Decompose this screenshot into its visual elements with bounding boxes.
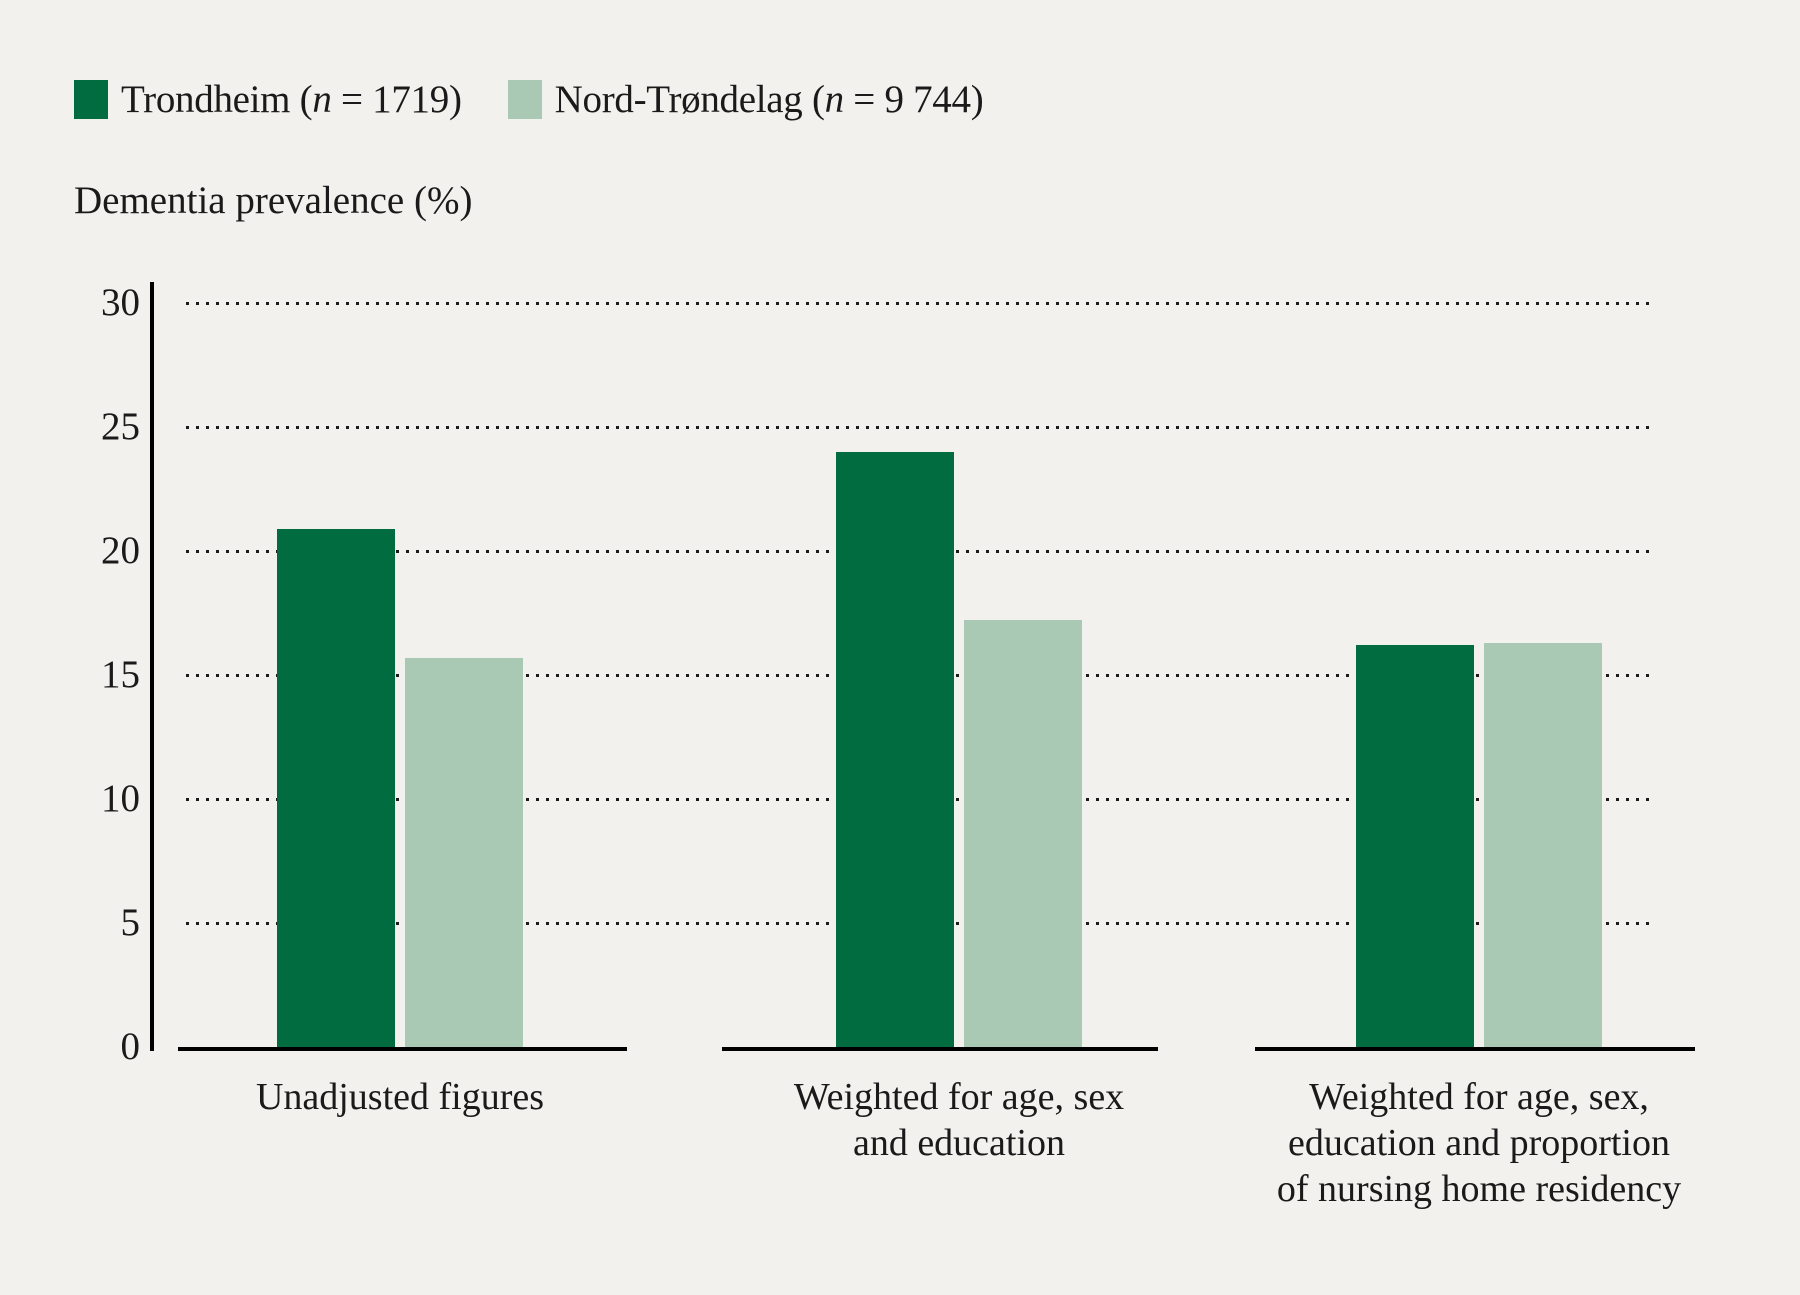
- legend-label-part: = 9 744): [843, 78, 984, 121]
- legend-swatch-nord-trondelag: [507, 80, 542, 119]
- legend-item-nord-trondelag: Nord-Trøndelag (n = 9 744): [507, 80, 984, 119]
- bar-nord-trondelag-group2: [964, 620, 1082, 1047]
- x-axis-category-line: of nursing home residency: [1276, 1168, 1682, 1210]
- legend-swatch-trondheim: [74, 80, 108, 119]
- x-axis-category-label: Weighted for age, sex and education: [659, 1074, 1259, 1166]
- x-axis-category-line: Unadjusted figures: [255, 1076, 545, 1118]
- bar-trondheim-group1: [277, 528, 395, 1047]
- x-axis-segment: [178, 1047, 627, 1051]
- y-axis-line: [150, 282, 154, 1051]
- legend: Trondheim (n = 1719) Nord-Trøndelag (n =…: [74, 80, 984, 119]
- x-axis-segment: [1255, 1047, 1695, 1051]
- gridline: [186, 302, 1650, 305]
- x-axis-category-label: Unadjusted figures: [100, 1074, 700, 1120]
- y-axis-title: Dementia prevalence (%): [74, 179, 473, 222]
- x-axis-category-line: Weighted for age, sex: [793, 1076, 1125, 1118]
- y-axis-tick-label: 25: [101, 405, 140, 448]
- bar-trondheim-group3: [1356, 645, 1474, 1047]
- y-axis-tick-label: 10: [101, 777, 140, 820]
- y-axis-tick-label: 30: [101, 281, 140, 324]
- y-axis-tick-label: 15: [101, 653, 140, 696]
- x-axis-category-line: education and proportion: [1287, 1122, 1670, 1164]
- x-axis-category-line: Weighted for age, sex,: [1309, 1076, 1649, 1118]
- y-axis-tick-label: 0: [120, 1025, 141, 1068]
- y-axis-tick-label: 20: [101, 529, 140, 572]
- legend-label-nord-trondelag: Nord-Trøndelag (n = 9 744): [555, 80, 984, 119]
- legend-label-n-symbol: n: [312, 78, 332, 121]
- legend-label-trondheim: Trondheim (n = 1719): [121, 80, 462, 119]
- bar-nord-trondelag-group1: [405, 657, 523, 1047]
- y-axis-tick-label: 5: [120, 901, 141, 944]
- bar-trondheim-group2: [836, 451, 954, 1047]
- x-axis-segment: [722, 1047, 1158, 1051]
- gridline: [186, 426, 1650, 429]
- legend-label-part: = 1719): [331, 78, 462, 121]
- x-axis-category-label: Weighted for age, sex, education and prop…: [1179, 1074, 1779, 1212]
- legend-label-n-symbol: n: [824, 78, 845, 121]
- bar-nord-trondelag-group3: [1484, 642, 1602, 1047]
- legend-label-part: Nord-Trøndelag (: [554, 78, 825, 121]
- x-axis-category-line: and education: [852, 1122, 1066, 1164]
- legend-label-part: Trondheim (: [121, 78, 313, 121]
- legend-item-trondheim: Trondheim (n = 1719): [74, 80, 462, 119]
